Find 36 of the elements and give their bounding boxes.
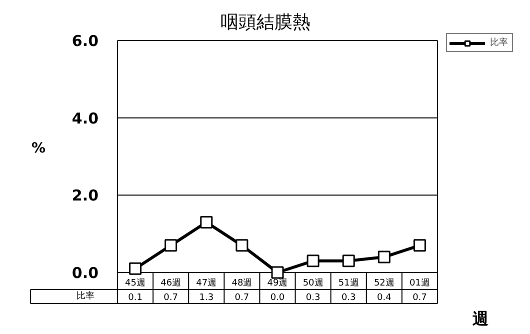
x-axis-title: 週	[472, 309, 490, 328]
x-tick-label: 49週	[267, 278, 288, 288]
legend-label: 比率	[490, 36, 509, 49]
point	[164, 239, 178, 252]
chart-title: 咽頭結膜熱	[220, 12, 310, 33]
point	[413, 239, 426, 252]
data-label: 0.1	[128, 293, 142, 303]
point	[378, 250, 390, 264]
point	[236, 239, 248, 252]
point	[200, 216, 213, 228]
x-tick-label: 52週	[374, 278, 394, 288]
y-tick-label: 0.0	[72, 264, 99, 282]
text: 比率	[76, 292, 94, 302]
y-tick-label: 6.0	[72, 32, 99, 50]
data-label: 1.3	[199, 293, 214, 303]
data-label: 0.3	[341, 293, 356, 303]
x-tick-label: 47週	[196, 278, 217, 288]
data-label: 0.7	[164, 293, 178, 303]
data-label: 0.4	[377, 293, 392, 303]
x-tick-label: 51週	[338, 278, 359, 288]
x-tick-label: 48週	[232, 278, 252, 288]
y-tick-label: 2.0	[72, 186, 99, 205]
data-label: 0.3	[306, 293, 320, 303]
point	[271, 266, 284, 279]
x-tick-label: 45週	[125, 278, 146, 288]
x-tick-label: 50週	[302, 278, 324, 288]
data-label: 0.0	[270, 293, 285, 303]
x-tick-label: 01週	[409, 278, 430, 288]
point	[129, 262, 142, 275]
point	[342, 254, 355, 268]
y-tick-label: 4.0	[72, 109, 99, 128]
point	[306, 254, 320, 268]
x-tick-label: 46週	[160, 278, 182, 288]
y-axis-title: %	[31, 140, 46, 156]
data-label: 0.7	[234, 293, 250, 303]
data-label: 0.7	[412, 293, 427, 303]
